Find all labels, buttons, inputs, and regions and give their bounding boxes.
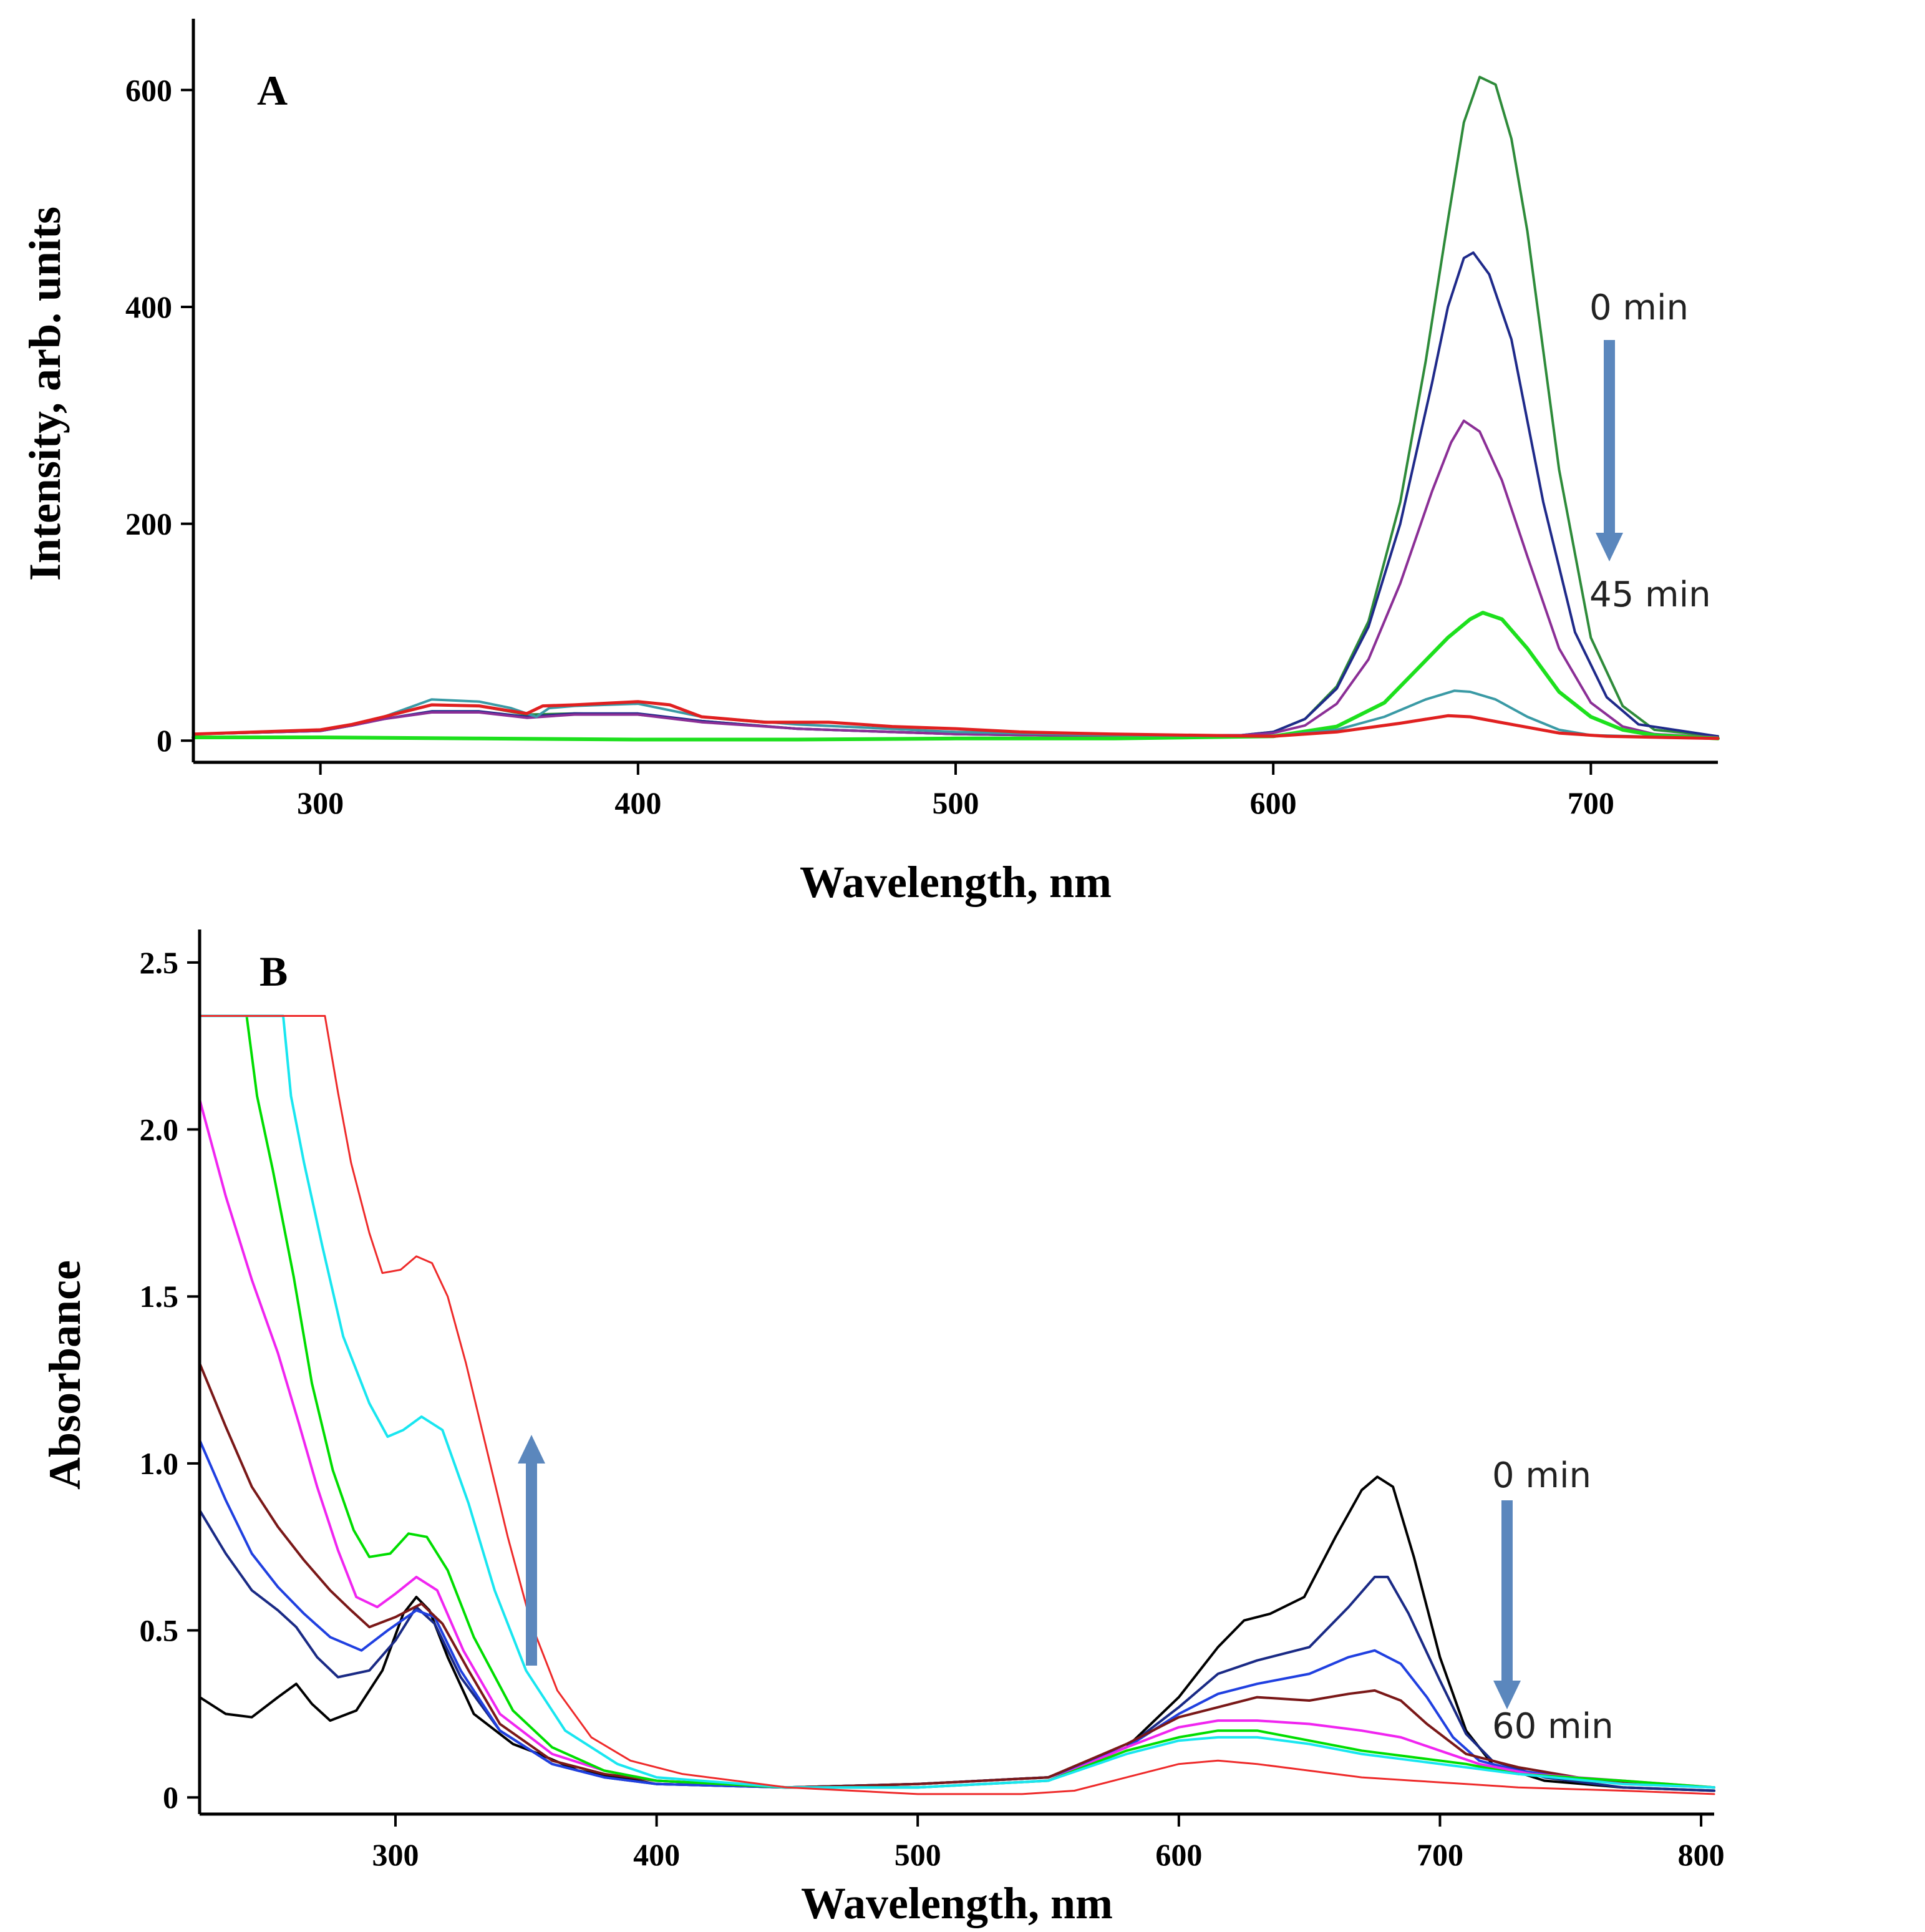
y-axis-title: Absorbance: [40, 1260, 90, 1490]
series-line-1: [198, 1475, 1715, 1792]
y-tick-label: 0: [163, 1780, 178, 1815]
panel-a: 300 400 500 600 700 0 200 400 600 Wavelength, nm I…: [20, 19, 1720, 907]
panel-b: 300 400 500 600 700 800 0 0.5 1.0 1.5 2.0 2.5 Wavele…: [40, 930, 1725, 1928]
x-tick-label: 700: [1568, 785, 1614, 820]
x-tick-label: 700: [1417, 1837, 1463, 1872]
series-line-3: [198, 1439, 1715, 1789]
series-line-4: [192, 611, 1720, 742]
x-tick-label: 400: [633, 1837, 680, 1872]
down-arrow-icon: [1493, 1500, 1521, 1709]
y-tick-label: 400: [125, 289, 172, 324]
y-tick-label: 0: [157, 723, 172, 758]
series-line-2: [198, 1508, 1715, 1792]
x-tick-label: 300: [372, 1837, 419, 1872]
series-line-2: [192, 251, 1719, 738]
time-annotation: 0 min: [1492, 1455, 1591, 1496]
panel-label: B: [259, 948, 288, 995]
y-tick-label: 1.5: [140, 1279, 179, 1314]
series-line-8: [198, 1015, 1715, 1795]
x-axis-title: Wavelength, nm: [801, 1878, 1113, 1928]
series-line-4: [198, 1362, 1715, 1789]
series-line-3: [192, 419, 1719, 739]
time-annotation: 45 min: [1589, 575, 1711, 615]
x-tick-label: 500: [895, 1837, 941, 1872]
series-line-6: [198, 1014, 1715, 1789]
x-tick-label: 300: [297, 785, 344, 820]
y-tick-label: 0.5: [140, 1613, 179, 1648]
x-tick-label: 600: [1155, 1837, 1202, 1872]
time-annotation: 0 min: [1589, 288, 1689, 328]
y-tick-label: 2.5: [140, 945, 179, 980]
y-tick-label: 600: [125, 72, 172, 107]
x-axis-title: Wavelength, nm: [800, 857, 1112, 907]
y-tick-label: 200: [125, 507, 172, 541]
panel-label: A: [257, 67, 288, 114]
y-tick-label: 2.0: [140, 1112, 179, 1147]
y-tick-label: 1.0: [140, 1446, 179, 1481]
up-arrow-icon: [518, 1435, 545, 1666]
x-tick-label: 400: [614, 785, 661, 820]
x-tick-label: 800: [1678, 1837, 1725, 1872]
series-line-5: [198, 1098, 1715, 1789]
y-axis-title: Intensity, arb. units: [20, 206, 70, 581]
x-tick-label: 600: [1250, 785, 1297, 820]
series-line-5: [192, 689, 1719, 740]
time-annotation: 60 min: [1492, 1706, 1614, 1747]
x-tick-label: 500: [933, 785, 979, 820]
series-line-6: [192, 700, 1720, 740]
series-line-1: [192, 75, 1719, 738]
down-arrow-icon: [1596, 340, 1623, 561]
series-line-7: [198, 1014, 1715, 1789]
